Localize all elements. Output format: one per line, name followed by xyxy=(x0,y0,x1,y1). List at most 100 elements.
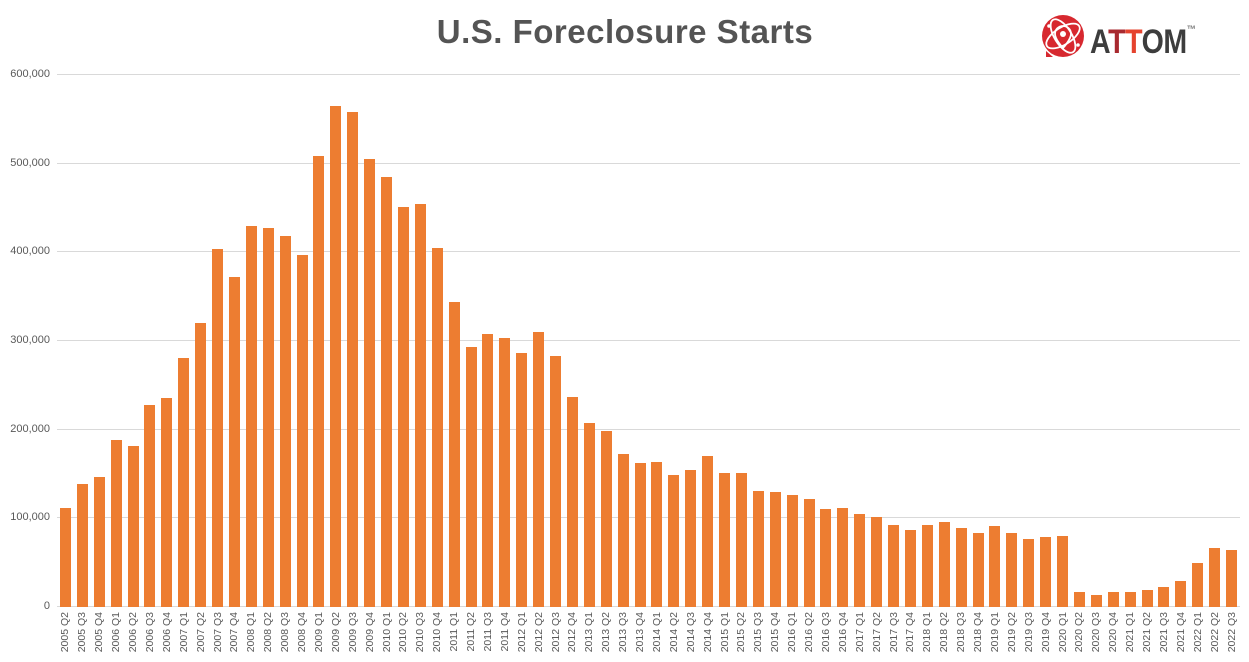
bar-2008-Q1 xyxy=(245,225,257,607)
x-axis-tick-label-2012-Q4: 2012 Q4 xyxy=(566,612,579,653)
bar-2006-Q1 xyxy=(110,440,122,607)
x-axis-tick-label-2020-Q4: 2020 Q4 xyxy=(1107,612,1120,653)
bar-2014-Q3 xyxy=(685,469,697,607)
y-axis-tick-label-400000: 400,000 xyxy=(10,245,50,257)
gridline-200000 xyxy=(57,429,1240,430)
x-axis-tick-label-2006-Q3: 2006 Q3 xyxy=(143,612,156,653)
x-axis-tick-label-2019-Q4: 2019 Q4 xyxy=(1039,612,1052,653)
bar-2006-Q3 xyxy=(144,404,156,607)
bar-2019-Q4 xyxy=(1040,536,1052,607)
bar-2016-Q1 xyxy=(786,495,798,607)
bar-2021-Q1 xyxy=(1124,591,1136,607)
x-axis-tick-label-2010-Q2: 2010 Q2 xyxy=(397,612,410,653)
bar-2011-Q3 xyxy=(482,333,494,607)
gridline-400000 xyxy=(57,251,1240,252)
bar-2016-Q4 xyxy=(837,507,849,607)
bar-2018-Q1 xyxy=(921,525,933,607)
x-axis-tick-label-2017-Q3: 2017 Q3 xyxy=(887,612,900,653)
x-axis-tick-label-2021-Q1: 2021 Q1 xyxy=(1124,612,1137,653)
x-axis-tick-label-2018-Q4: 2018 Q4 xyxy=(972,612,985,653)
bar-2017-Q3 xyxy=(888,524,900,607)
x-axis-tick-label-2013-Q3: 2013 Q3 xyxy=(617,612,630,653)
x-axis-tick-label-2008-Q3: 2008 Q3 xyxy=(279,612,292,653)
bar-2009-Q2 xyxy=(330,106,342,607)
x-axis-tick-label-2006-Q2: 2006 Q2 xyxy=(127,612,140,653)
bar-2018-Q2 xyxy=(938,521,950,607)
bar-2006-Q4 xyxy=(161,397,173,607)
x-axis-tick-label-2010-Q3: 2010 Q3 xyxy=(414,612,427,653)
bar-2021-Q3 xyxy=(1158,586,1170,607)
x-axis-tick-label-2005-Q3: 2005 Q3 xyxy=(76,612,89,653)
bar-2008-Q2 xyxy=(262,227,274,607)
bar-2019-Q3 xyxy=(1023,538,1035,607)
x-axis-tick-label-2016-Q2: 2016 Q2 xyxy=(803,612,816,653)
x-axis-tick-label-2009-Q3: 2009 Q3 xyxy=(346,612,359,653)
bar-2009-Q1 xyxy=(313,155,325,607)
x-axis-tick-label-2006-Q1: 2006 Q1 xyxy=(110,612,123,653)
bar-2012-Q1 xyxy=(516,353,528,607)
bar-2011-Q2 xyxy=(465,347,477,607)
x-axis-tick-label-2009-Q2: 2009 Q2 xyxy=(329,612,342,653)
x-axis-tick-label-2019-Q3: 2019 Q3 xyxy=(1022,612,1035,653)
x-axis-tick-label-2011-Q2: 2011 Q2 xyxy=(465,612,478,652)
bar-2022-Q3 xyxy=(1226,550,1238,607)
x-axis-tick-label-2022-Q2: 2022 Q2 xyxy=(1208,612,1221,653)
bar-2013-Q2 xyxy=(600,431,612,607)
bar-2020-Q1 xyxy=(1057,536,1069,607)
x-axis-tick-label-2012-Q3: 2012 Q3 xyxy=(549,612,562,653)
brand-letter-3: O xyxy=(1141,23,1164,61)
gridline-300000 xyxy=(57,340,1240,341)
x-axis-tick-label-2008-Q2: 2008 Q2 xyxy=(262,612,275,653)
bar-2015-Q1 xyxy=(719,473,731,607)
y-axis-tick-label-200000: 200,000 xyxy=(10,423,50,435)
x-axis-tick-label-2012-Q2: 2012 Q2 xyxy=(532,612,545,653)
bar-2014-Q1 xyxy=(651,462,663,607)
x-axis-tick-label-2014-Q4: 2014 Q4 xyxy=(701,612,714,653)
bar-2019-Q1 xyxy=(989,526,1001,607)
bar-2012-Q3 xyxy=(550,356,562,607)
bar-2009-Q4 xyxy=(364,159,376,607)
x-axis-tick-label-2020-Q1: 2020 Q1 xyxy=(1056,612,1069,653)
bar-2015-Q4 xyxy=(769,491,781,607)
x-axis-tick-label-2017-Q4: 2017 Q4 xyxy=(904,612,917,653)
x-axis-tick-label-2012-Q1: 2012 Q1 xyxy=(515,612,528,653)
bar-2020-Q2 xyxy=(1073,591,1085,607)
x-axis-tick-label-2011-Q4: 2011 Q4 xyxy=(498,612,511,652)
bar-2007-Q3 xyxy=(212,248,224,607)
x-axis-tick-label-2022-Q3: 2022 Q3 xyxy=(1225,612,1238,653)
bar-2010-Q3 xyxy=(414,203,426,607)
brand-letter-0: A xyxy=(1090,23,1109,61)
x-axis-tick-label-2018-Q1: 2018 Q1 xyxy=(921,612,934,653)
x-axis-tick-label-2016-Q1: 2016 Q1 xyxy=(786,612,799,653)
x-axis-tick-label-2016-Q3: 2016 Q3 xyxy=(819,612,832,653)
x-axis-tick-label-2005-Q2: 2005 Q2 xyxy=(59,612,72,653)
bar-2014-Q4 xyxy=(702,456,714,607)
x-axis-tick-label-2005-Q4: 2005 Q4 xyxy=(93,612,106,653)
bar-2005-Q3 xyxy=(76,483,88,607)
x-axis-tick-label-2007-Q1: 2007 Q1 xyxy=(177,612,190,653)
bar-2014-Q2 xyxy=(668,474,680,607)
bar-2017-Q2 xyxy=(871,516,883,607)
attom-logo: ATTOM™ xyxy=(1038,11,1216,61)
bar-2013-Q3 xyxy=(617,453,629,607)
gridline-500000 xyxy=(57,163,1240,164)
x-axis-tick-label-2020-Q2: 2020 Q2 xyxy=(1073,612,1086,653)
bar-2021-Q4 xyxy=(1175,581,1187,607)
bar-2010-Q4 xyxy=(431,247,443,607)
x-axis-tick-label-2014-Q2: 2014 Q2 xyxy=(667,612,680,653)
x-axis-tick-label-2018-Q3: 2018 Q3 xyxy=(955,612,968,653)
x-axis-tick-label-2018-Q2: 2018 Q2 xyxy=(938,612,951,653)
x-axis-tick-label-2019-Q1: 2019 Q1 xyxy=(988,612,1001,653)
bar-2008-Q3 xyxy=(279,236,291,607)
x-axis-tick-label-2008-Q1: 2008 Q1 xyxy=(245,612,258,653)
x-axis-tick-label-2021-Q3: 2021 Q3 xyxy=(1157,612,1170,653)
x-axis-tick-label-2007-Q4: 2007 Q4 xyxy=(228,612,241,653)
x-axis-tick-label-2009-Q1: 2009 Q1 xyxy=(312,612,325,653)
x-axis-tick-label-2015-Q3: 2015 Q3 xyxy=(752,612,765,653)
bar-2015-Q3 xyxy=(752,490,764,607)
x-axis-tick-label-2014-Q3: 2014 Q3 xyxy=(684,612,697,653)
bar-2013-Q4 xyxy=(634,463,646,607)
x-axis-tick-label-2006-Q4: 2006 Q4 xyxy=(160,612,173,653)
bar-2020-Q4 xyxy=(1107,591,1119,607)
y-axis-tick-label-0: 0 xyxy=(43,600,50,612)
